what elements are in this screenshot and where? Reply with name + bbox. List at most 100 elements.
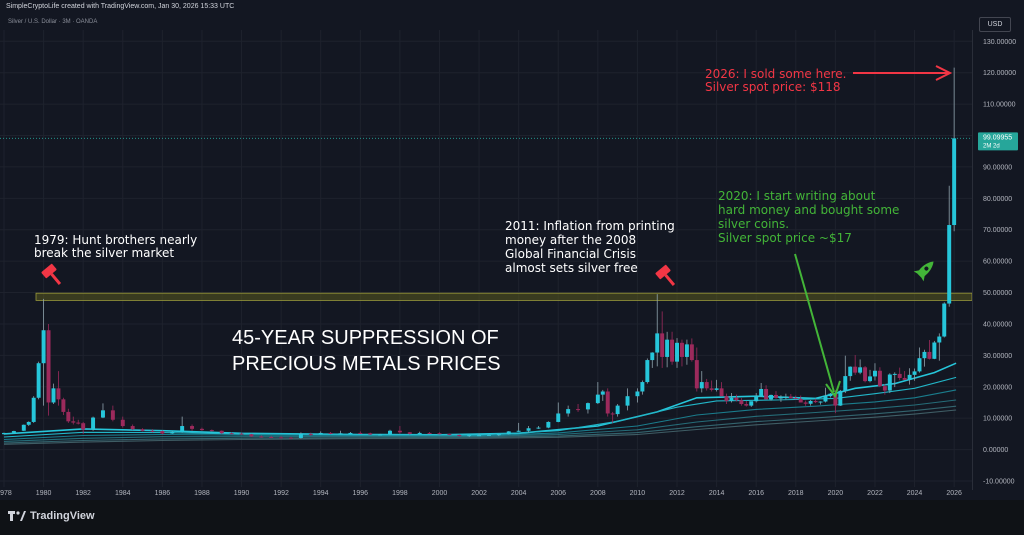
time-tick-label: 1986: [155, 490, 171, 497]
candle-body: [774, 394, 778, 398]
candle-body: [120, 419, 125, 427]
candle-body: [704, 382, 709, 389]
candle-body: [279, 437, 284, 439]
candle-body: [863, 367, 868, 382]
gavel-icon: [655, 264, 676, 286]
currency-button[interactable]: USD: [979, 17, 1011, 32]
candle-body: [892, 373, 897, 375]
candle-body: [219, 430, 224, 434]
time-tick-label: 1998: [392, 490, 408, 497]
price-tick-label: 80.00000: [983, 196, 1012, 203]
price-tick-label: 90.00000: [983, 164, 1012, 171]
annotation-2026-line-2: Silver spot price: $118: [705, 80, 841, 94]
candle-body: [259, 436, 264, 438]
tradingview-logo-icon: [8, 511, 26, 521]
brand[interactable]: TradingView: [8, 510, 95, 522]
candle-body: [937, 336, 942, 343]
candle-body: [689, 344, 694, 361]
candle-body: [31, 397, 36, 422]
candle-body: [605, 391, 610, 414]
candle-body: [858, 367, 863, 373]
candle-body: [877, 370, 882, 387]
candle-body: [56, 388, 61, 400]
annotation-inflation-line-4: almost sets silver free: [505, 261, 638, 275]
candle-body: [670, 339, 675, 362]
annotation-inflation: 2011: Inflation from printing money afte…: [505, 219, 675, 275]
time-tick-label: 1994: [313, 490, 329, 497]
candle-body: [61, 399, 66, 412]
price-tick-label: 0.00000: [983, 447, 1008, 454]
candle-body: [640, 382, 645, 392]
candle-body: [882, 386, 887, 391]
candle-body: [897, 373, 902, 378]
candle-body: [729, 397, 734, 401]
candle-body: [803, 402, 808, 404]
horizontal-resistance-band[interactable]: [35, 292, 973, 301]
time-tick-label: 2020: [828, 490, 844, 497]
candle-body: [947, 225, 952, 304]
candle-body: [556, 413, 561, 422]
gavel-icon: [41, 263, 62, 285]
candle-body: [397, 430, 402, 433]
annotation-2020-line-1: 2020: I start writing about: [718, 189, 876, 203]
annotation-hunt-line-1: 1979: Hunt brothers nearly: [34, 233, 197, 247]
candle-body: [26, 421, 31, 425]
candle-body: [437, 433, 442, 435]
candle-body: [595, 394, 600, 404]
price-axis-divider: [972, 30, 973, 490]
candle-body: [536, 427, 541, 429]
candle-body: [615, 405, 620, 415]
price-chart[interactable]: 130.00000120.00000110.00000100.0000090.0…: [0, 0, 1024, 500]
candle-body: [190, 426, 195, 429]
candle-body: [675, 342, 679, 362]
annotation-2020-line-3: silver coins.: [718, 217, 789, 231]
price-tick-label: 20.00000: [983, 384, 1012, 391]
candle-body: [714, 388, 719, 390]
annotation-2020-line-4: Silver spot price ~$17: [718, 231, 852, 245]
candle-body: [338, 433, 343, 435]
arrow-right-icon: [853, 65, 953, 81]
price-axis: 130.00000120.00000110.00000100.0000090.0…: [983, 39, 1016, 486]
candle-body: [199, 428, 204, 431]
time-tick-label: 1978: [0, 490, 12, 497]
candle-body: [744, 404, 749, 406]
candle-body: [249, 434, 254, 437]
candle-body: [467, 435, 472, 437]
moving-average-line: [3, 409, 957, 445]
candle-body: [585, 403, 590, 410]
candle-body: [739, 400, 744, 405]
annotation-2026-line-1: 2026: I sold some here.: [705, 67, 846, 81]
arrow-down-left-icon: [794, 253, 841, 399]
annotation-hunt-line-2: break the silver market: [34, 246, 174, 260]
time-tick-label: 2002: [471, 490, 487, 497]
candle-body: [665, 339, 670, 357]
candle-body: [318, 432, 323, 435]
time-tick-label: 1996: [353, 490, 369, 497]
candle-body: [298, 433, 303, 438]
candle-body: [759, 388, 764, 397]
last-price-value: 99.09955: [983, 134, 1012, 141]
annotation-2020-line-2: hard money and bought some: [718, 203, 899, 217]
candle-body: [952, 138, 957, 226]
candle-body: [378, 434, 383, 436]
symbol-legend[interactable]: Silver / U.S. Dollar · 3M · OANDA: [8, 19, 98, 25]
candle-body: [388, 430, 392, 435]
candle-body: [506, 431, 511, 435]
candle-body: [843, 376, 848, 391]
candle-body: [788, 396, 793, 399]
candle-body: [684, 344, 689, 357]
candle-body: [754, 396, 759, 402]
candle-body: [887, 374, 892, 391]
annotation-2026: 2026: I sold some here. Silver spot pric…: [705, 67, 846, 94]
candle-body: [269, 437, 274, 439]
candle-body: [160, 431, 165, 434]
moving-average-line: [3, 362, 957, 436]
candle-body: [818, 401, 823, 403]
candle-body: [368, 433, 373, 435]
rocket-icon: [913, 261, 934, 282]
candle-body: [823, 396, 828, 402]
candle-body: [600, 391, 605, 395]
candle-body: [358, 432, 363, 434]
moving-average-line: [3, 389, 957, 441]
candle-body: [427, 432, 432, 434]
